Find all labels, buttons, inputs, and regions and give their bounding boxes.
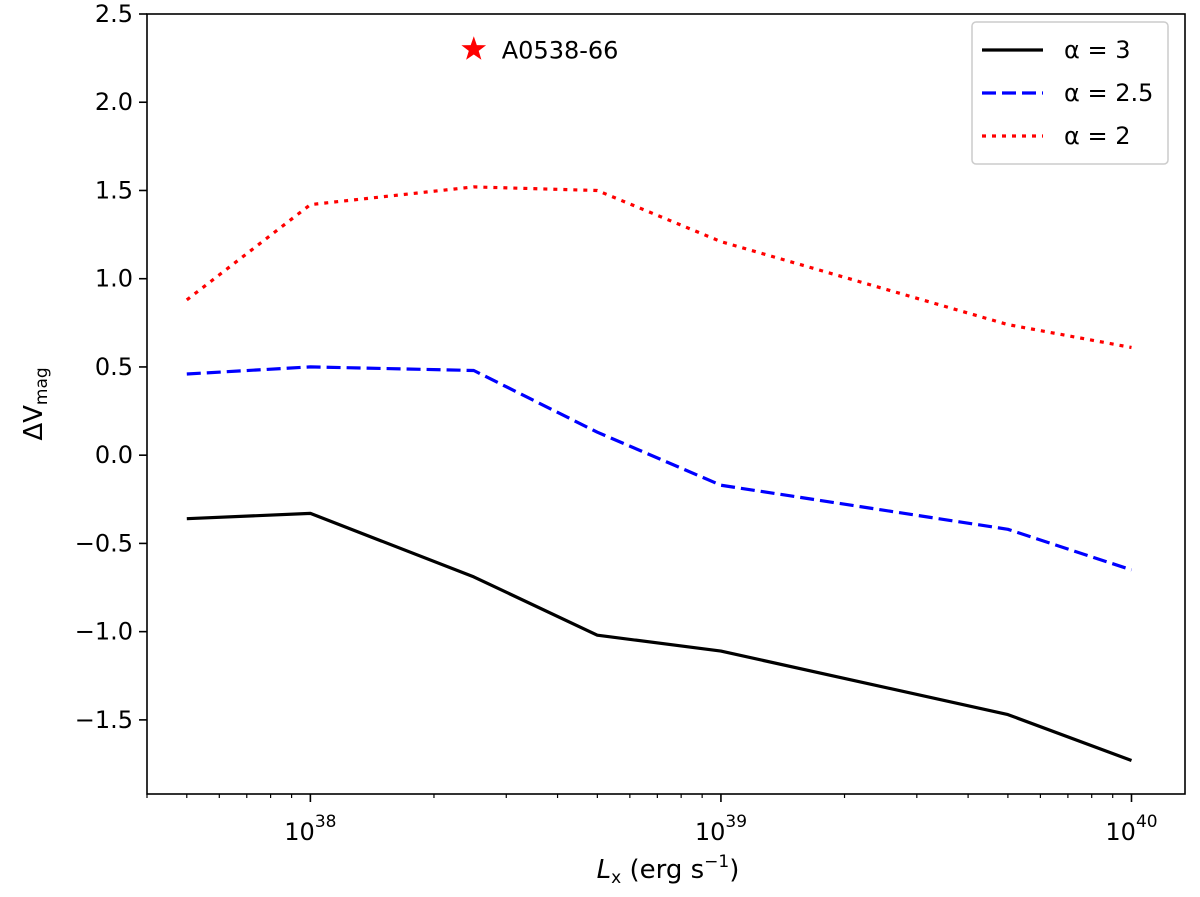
y-tick-label: 2.0 (95, 88, 133, 116)
legend-box (971, 21, 1169, 165)
y-tick-label: 0.0 (95, 441, 133, 469)
series-line-1 (186, 511, 1133, 762)
series-layer (185, 185, 1133, 762)
y-tick-label: −1.5 (75, 706, 133, 734)
series-line-2 (186, 365, 1132, 572)
legend-label-2: α = 2.5 (1064, 79, 1153, 107)
x-axis-label: Lx (erg s−1) (597, 852, 740, 888)
x-tick-label: 1039 (695, 812, 747, 846)
legend-label-3: α = 2 (1064, 122, 1130, 150)
annotation-label: A0538-66 (502, 36, 619, 64)
y-tick-label: 0.5 (95, 353, 133, 381)
plot-frame (146, 13, 1186, 795)
star-marker-icon (461, 36, 487, 60)
legend-label-1: α = 3 (1064, 36, 1130, 64)
y-tick-label: −0.5 (75, 529, 133, 557)
y-tick-label: 1.5 (95, 176, 133, 204)
legend-entries: α = 3 α = 2.5 α = 2 (982, 36, 1153, 150)
annotation-layer: A0538-66 (461, 36, 618, 64)
y-tick-label: 2.5 (95, 0, 133, 28)
y-axis-ticks: 2.5 2.0 1.5 1.0 0.5 0.0 −0.5 −1.0 −1.5 (75, 0, 147, 734)
x-tick-label: 1040 (1105, 812, 1157, 846)
y-tick-label: −1.0 (75, 618, 133, 646)
y-tick-label: 1.0 (95, 265, 133, 293)
legend: α = 3 α = 2.5 α = 2 (971, 21, 1169, 165)
series-line-3 (185, 185, 1132, 350)
x-axis-ticks: 1038 1039 1040 (146, 794, 1158, 846)
x-tick-label: 1038 (284, 812, 336, 846)
y-axis-label: ΔVmag (19, 367, 52, 440)
